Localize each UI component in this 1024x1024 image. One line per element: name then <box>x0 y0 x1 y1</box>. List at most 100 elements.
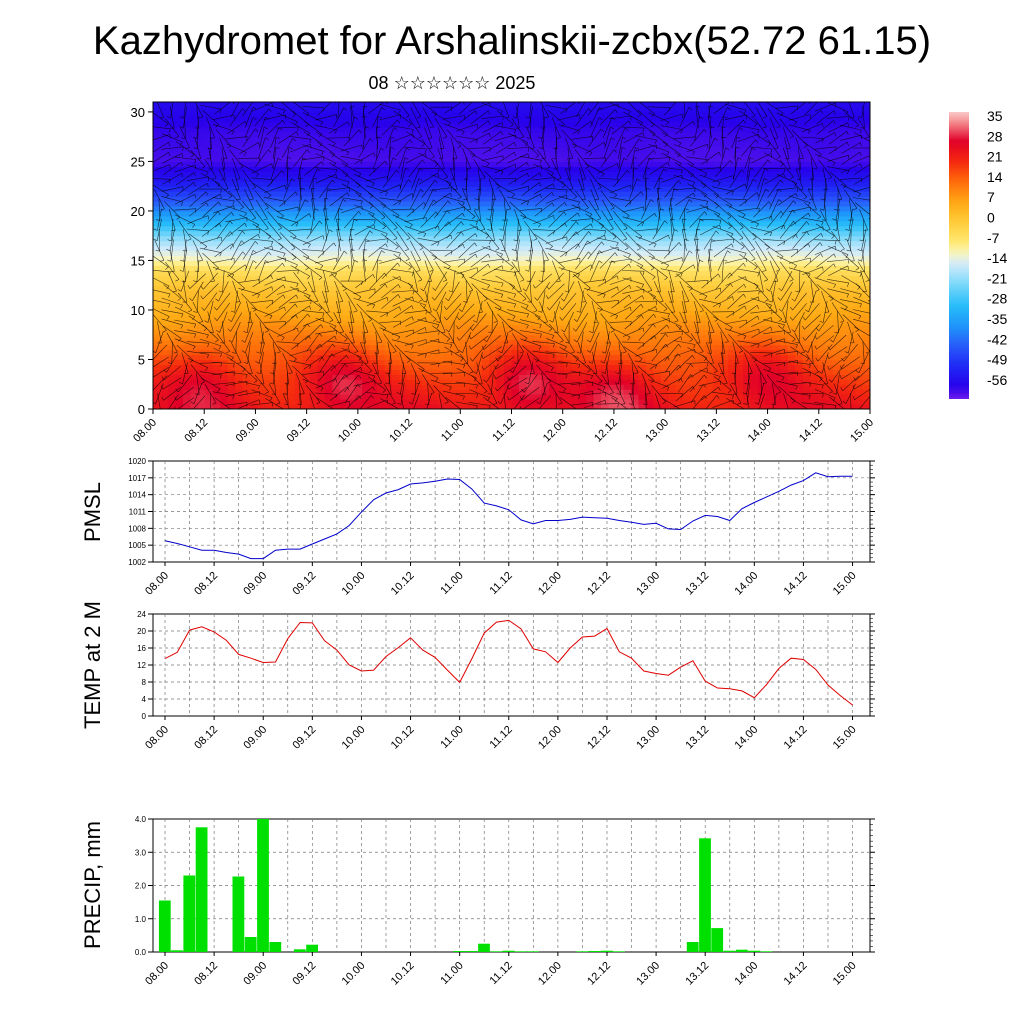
heatmap-cell <box>317 329 326 336</box>
heatmap-cell <box>556 374 565 380</box>
heatmap-cell <box>511 151 520 158</box>
heatmap-cell <box>436 116 445 123</box>
heatmap-cell <box>563 285 572 291</box>
heatmap-cell <box>272 136 281 143</box>
heatmap-cell <box>541 196 550 202</box>
heatmap-cell <box>287 285 296 291</box>
heatmap-cell <box>197 181 206 187</box>
heatmap-cell <box>601 270 610 276</box>
heatmap-cell <box>459 151 468 158</box>
heatmap-cell <box>631 324 640 331</box>
heatmap-cell <box>309 300 318 306</box>
heatmap-cell <box>496 126 505 133</box>
heatmap-cell <box>631 191 640 197</box>
heatmap-cell <box>175 300 184 306</box>
heatmap-cell <box>167 374 177 380</box>
heatmap-cell <box>466 126 475 133</box>
heatmap-cell <box>668 285 677 291</box>
heatmap-cell <box>175 260 184 266</box>
heatmap-cell <box>302 141 311 148</box>
heatmap-cell <box>743 344 752 351</box>
heatmap-cell <box>377 359 386 366</box>
heatmap-cell <box>212 280 221 286</box>
heatmap-cell <box>302 215 311 222</box>
heatmap-cell <box>287 384 296 390</box>
heatmap-cell <box>250 102 259 108</box>
heatmap-cell <box>526 305 535 311</box>
heatmap-cell <box>578 131 587 138</box>
heatmap-cell <box>242 280 251 286</box>
heatmap-cell <box>683 230 692 237</box>
heatmap-cell <box>451 156 460 163</box>
heatmap-cell <box>354 290 363 296</box>
heatmap-cell <box>608 399 617 405</box>
heatmap-cell <box>489 146 498 153</box>
heatmap-cell <box>421 181 430 187</box>
heatmap-cell <box>705 131 714 138</box>
heatmap-cell <box>362 220 371 227</box>
heatmap-cell <box>623 176 632 182</box>
heatmap-cell <box>496 255 505 262</box>
heatmap-cell <box>265 319 274 326</box>
heatmap-cell <box>608 106 617 113</box>
heatmap-cell <box>720 354 729 361</box>
heatmap-cell <box>257 399 266 405</box>
heatmap-cell <box>728 161 737 167</box>
heatmap-cell <box>511 404 520 409</box>
heatmap-cell <box>436 230 445 237</box>
heatmap-cell <box>601 285 610 291</box>
heatmap-cell <box>518 176 528 182</box>
heatmap-cell <box>578 364 587 370</box>
heatmap-cell <box>616 161 625 167</box>
heatmap-cell <box>197 285 206 291</box>
heatmap-cell <box>190 280 199 286</box>
heatmap-cell <box>392 324 401 331</box>
heatmap-cell <box>347 151 356 158</box>
heatmap-cell <box>660 191 669 197</box>
heatmap-cell <box>474 369 483 375</box>
heatmap-cell <box>182 166 191 172</box>
heatmap-cell <box>705 374 714 380</box>
heatmap-cell <box>474 181 483 187</box>
heatmap-cell <box>533 215 542 222</box>
heatmap-cell <box>750 359 759 366</box>
heatmap-cell <box>690 131 699 138</box>
heatmap-cell <box>578 196 587 202</box>
heatmap-cell <box>250 255 259 262</box>
heatmap-cell <box>377 369 386 375</box>
heatmap-cell <box>242 374 251 380</box>
heatmap-cell <box>279 102 289 108</box>
heatmap-cell <box>556 309 565 316</box>
heatmap-cell <box>474 324 483 331</box>
heatmap-cell <box>309 255 318 262</box>
heatmap-cell <box>548 285 557 291</box>
heatmap-cell <box>339 196 348 202</box>
heatmap-cell <box>153 121 162 128</box>
heatmap-cell <box>444 161 453 167</box>
heatmap-cell <box>369 196 378 202</box>
heatmap-cell <box>735 136 744 143</box>
heatmap-cell <box>720 156 729 163</box>
heatmap-cell <box>294 354 303 361</box>
heatmap-cell <box>160 309 169 316</box>
heatmap-cell <box>743 364 752 370</box>
heatmap-cell <box>384 230 393 237</box>
heatmap-cell <box>324 191 333 197</box>
heatmap-cell <box>242 250 251 257</box>
heatmap-cell <box>526 334 535 341</box>
heatmap-cell <box>683 161 692 167</box>
heatmap-cell <box>429 314 438 321</box>
heatmap-cell <box>302 250 311 257</box>
heatmap-cell <box>541 106 550 113</box>
heatmap-cell <box>317 394 326 400</box>
heatmap-cell <box>616 106 625 113</box>
heatmap-cell <box>197 389 206 395</box>
heatmap-cell <box>631 275 640 281</box>
heatmap-cell <box>384 364 393 370</box>
heatmap-cell <box>504 186 513 192</box>
heatmap-cell <box>414 106 423 113</box>
heatmap-cell <box>518 280 528 286</box>
heatmap-cell <box>653 329 662 336</box>
heatmap-cell <box>421 295 430 301</box>
heatmap-cell <box>257 314 266 321</box>
